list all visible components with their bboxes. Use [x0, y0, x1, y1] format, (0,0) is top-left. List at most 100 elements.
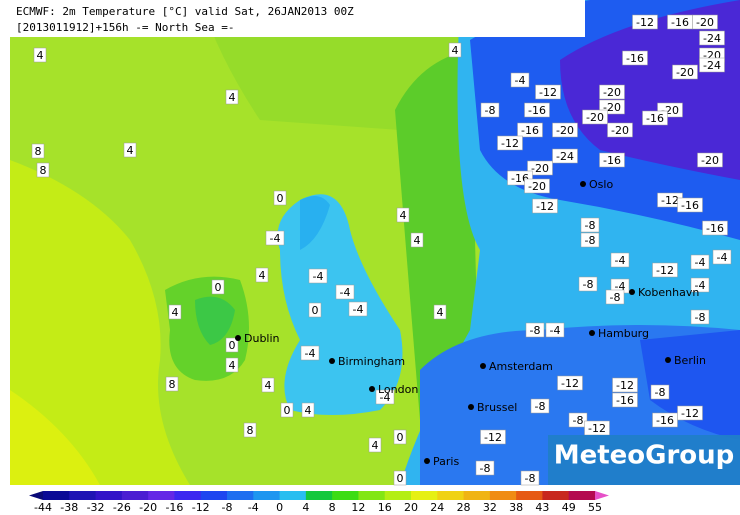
contour-value: 8 [247, 424, 254, 437]
label-box [580, 217, 600, 233]
label-box [225, 357, 239, 373]
contour-value: -4 [615, 254, 626, 267]
contour-label: -16 [524, 102, 550, 118]
label-box [211, 279, 225, 295]
contour-label: -4 [690, 277, 710, 293]
colorbar-tick-label: -20 [139, 501, 157, 514]
contour-value: 8 [169, 378, 176, 391]
contour-value: -16 [528, 104, 546, 117]
contour-value: -8 [695, 311, 706, 324]
city-dot [665, 357, 671, 363]
contour-value: -20 [586, 111, 604, 124]
contour-value: 8 [35, 145, 42, 158]
contour-value: -12 [501, 137, 519, 150]
contour-value: -8 [610, 291, 621, 304]
contour-label: 0 [308, 302, 322, 318]
contour-value: 0 [229, 339, 236, 352]
label-box [632, 14, 658, 30]
colorbar-swatch [358, 491, 386, 500]
contour-label: -20 [692, 14, 718, 30]
contour-value: -8 [480, 462, 491, 475]
contour-label: 0 [225, 337, 239, 353]
label-box [599, 152, 625, 168]
label-box [300, 345, 320, 361]
label-box [552, 122, 578, 138]
label-box [524, 178, 550, 194]
contour-label: 4 [123, 142, 137, 158]
label-box [368, 437, 382, 453]
label-box [510, 72, 530, 88]
colorbar-tick-label: 4 [302, 501, 309, 514]
colorbar-swatch [305, 491, 333, 500]
contour-label: -8 [568, 412, 588, 428]
contour-value: -16 [671, 16, 689, 29]
colorbar-swatch [227, 491, 254, 500]
contour-value: -16 [616, 394, 634, 407]
colorbar-tick-label: 8 [329, 501, 336, 514]
label-box [31, 143, 45, 159]
label-box [36, 162, 50, 178]
city-name: Oslo [589, 178, 613, 191]
contour-label: -16 [642, 110, 668, 126]
label-box [610, 252, 630, 268]
contour-value: -8 [525, 472, 536, 485]
logo-box [548, 435, 740, 485]
contour-label: -12 [677, 405, 703, 421]
colorbar-swatch [542, 491, 570, 500]
contour-label: -20 [524, 178, 550, 194]
contour-value: -8 [583, 278, 594, 291]
colorbar-swatch [568, 491, 596, 500]
contour-value: -4 [313, 270, 324, 283]
contour-label: -12 [652, 262, 678, 278]
label-box [265, 230, 285, 246]
contour-value: -12 [484, 431, 502, 444]
colorbar-tick-label: -32 [87, 501, 105, 514]
contour-value: -4 [550, 324, 561, 337]
label-box [301, 402, 315, 418]
contour-label: -8 [475, 460, 495, 476]
contour-value: 4 [452, 44, 459, 57]
contour-label: -8 [580, 217, 600, 233]
contour-value: -4 [353, 303, 364, 316]
contour-value: -4 [270, 232, 281, 245]
label-box [123, 142, 137, 158]
contour-label: -16 [702, 220, 728, 236]
label-box [410, 232, 424, 248]
contour-value: -20 [611, 124, 629, 137]
contour-value: -12 [616, 379, 634, 392]
contour-label: -20 [697, 152, 723, 168]
contour-value: -4 [717, 251, 728, 264]
contour-label: -16 [599, 152, 625, 168]
label-box [650, 384, 670, 400]
contour-value: 4 [305, 404, 312, 417]
label-box [612, 377, 638, 393]
contour-label: -20 [672, 64, 698, 80]
label-box [622, 50, 648, 66]
label-box [672, 64, 698, 80]
label-box [527, 160, 553, 176]
contour-value: 8 [40, 164, 47, 177]
contour-value: 4 [372, 439, 379, 452]
contour-value: -8 [585, 234, 596, 247]
contour-value: -20 [531, 162, 549, 175]
contour-label: 8 [165, 376, 179, 392]
city-name: Birmingham [338, 355, 405, 368]
contour-label: -24 [552, 148, 578, 164]
label-box [690, 277, 710, 293]
contour-label: 8 [36, 162, 50, 178]
colorbar-tick-label: -4 [248, 501, 259, 514]
contour-value: -20 [696, 16, 714, 29]
contour-label: 4 [168, 304, 182, 320]
contour-label: -16 [517, 122, 543, 138]
colorbar-swatch [200, 491, 228, 500]
label-box [165, 376, 179, 392]
city-dot [424, 458, 430, 464]
label-box [677, 197, 703, 213]
city-dot [480, 363, 486, 369]
header-line1: ECMWF: 2m Temperature [°C] valid Sat, 26… [16, 5, 354, 18]
contour-value: -4 [615, 280, 626, 293]
contour-value: -16 [706, 222, 724, 235]
contour-value: 0 [312, 304, 319, 317]
label-box [168, 304, 182, 320]
contour-label: -4 [265, 230, 285, 246]
